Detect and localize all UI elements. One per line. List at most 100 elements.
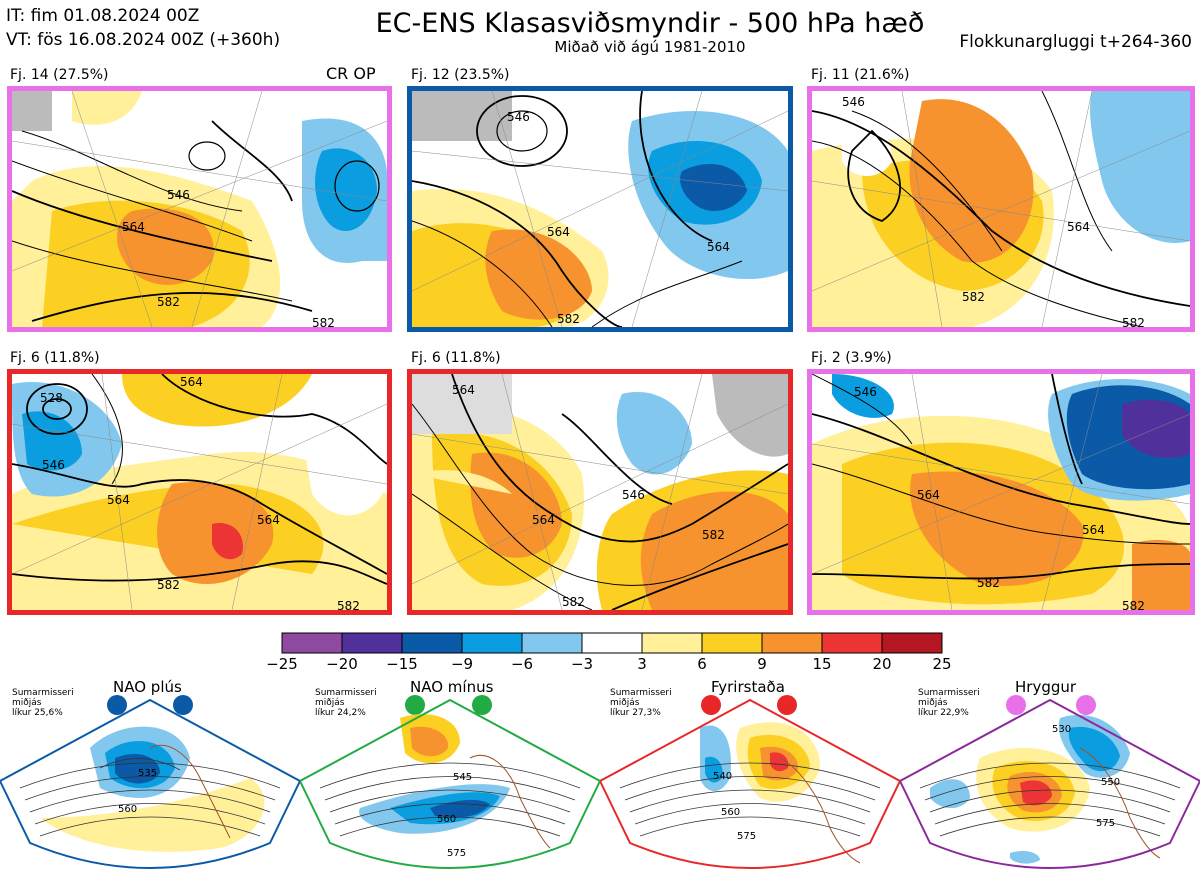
page-title: EC-ENS Klasasviðsmyndir - 500 hPa hæð bbox=[375, 8, 925, 39]
contour-label: 564 bbox=[122, 220, 145, 234]
colorbar-cell bbox=[581, 632, 643, 654]
contour-label: 535 bbox=[138, 768, 157, 779]
regime-name: Fyrirstaða bbox=[711, 678, 785, 696]
contour-label: 560 bbox=[437, 814, 456, 825]
classification-window: Flokkunargluggi t+264-360 bbox=[959, 32, 1192, 52]
regime-note: Sumarmisseri miðjás líkur 22,9% bbox=[918, 688, 980, 718]
contour-label: 582 bbox=[962, 290, 985, 304]
contour-label: 575 bbox=[447, 848, 466, 859]
page-subtitle: Miðað við ágú 1981-2010 bbox=[554, 38, 746, 56]
colorbar-cell bbox=[461, 632, 523, 654]
regime-marker bbox=[701, 695, 721, 715]
init-time: IT: fim 01.08.2024 00Z bbox=[6, 6, 200, 26]
contour-label: 545 bbox=[453, 772, 472, 783]
regime-marker bbox=[1006, 695, 1026, 715]
cluster-4-map: 528 546 564 564 564 582 582 bbox=[7, 369, 392, 615]
contour-label: 582 bbox=[977, 576, 1000, 590]
regime-note: Sumarmisseri miðjás líkur 24,2% bbox=[315, 688, 377, 718]
contour-label: 564 bbox=[1082, 523, 1105, 537]
colorbar-tick-label: −20 bbox=[326, 655, 358, 673]
colorbar-cell bbox=[521, 632, 583, 654]
contour-label: 582 bbox=[312, 316, 335, 327]
contour-label: 546 bbox=[842, 95, 865, 109]
regime-ridge: Sumarmisseri miðjás líkur 22,9% Hryggur 53… bbox=[900, 678, 1200, 871]
contour-label: 546 bbox=[167, 188, 190, 202]
colorbar-tick-label: 9 bbox=[757, 655, 767, 673]
regime-name: NAO mínus bbox=[410, 678, 494, 696]
regime-marker bbox=[472, 695, 492, 715]
contour-label: 582 bbox=[337, 599, 360, 610]
contour-label: 575 bbox=[1096, 818, 1115, 829]
colorbar-cell bbox=[281, 632, 343, 654]
colorbar-tick-label: −25 bbox=[266, 655, 298, 673]
contour-label: 575 bbox=[737, 831, 756, 842]
cluster-2-label: Fj. 12 (23.5%) bbox=[411, 67, 510, 83]
contour-label: 546 bbox=[507, 110, 530, 124]
regime-note: Sumarmisseri miðjás líkur 27,3% bbox=[610, 688, 672, 718]
contour-label: 564 bbox=[257, 513, 280, 527]
colorbar-tick-label: 20 bbox=[872, 655, 892, 673]
valid-time: VT: fös 16.08.2024 00Z (+360h) bbox=[6, 30, 281, 50]
regime-marker bbox=[777, 695, 797, 715]
contour-label: 582 bbox=[1122, 599, 1145, 610]
regime-marker bbox=[405, 695, 425, 715]
contour-label: 582 bbox=[157, 578, 180, 592]
colorbar-cell bbox=[821, 632, 883, 654]
colorbar-tick-label: 6 bbox=[697, 655, 707, 673]
contour-label: 564 bbox=[917, 488, 940, 502]
contour-label: 546 bbox=[854, 385, 877, 399]
regime-marker bbox=[1076, 695, 1096, 715]
contour-label: 560 bbox=[721, 807, 740, 818]
contour-label: 560 bbox=[118, 804, 137, 815]
cluster-1-label: Fj. 14 (27.5%) bbox=[10, 67, 109, 83]
colorbar-tick-label: 25 bbox=[932, 655, 952, 673]
colorbar-cell bbox=[341, 632, 403, 654]
cluster-5-map: 564 546 564 582 582 bbox=[407, 369, 793, 615]
contour-label: 564 bbox=[707, 240, 730, 254]
cluster-1-map: 546 564 582 582 bbox=[7, 86, 392, 332]
cluster-3-map: 546 564 582 582 bbox=[807, 86, 1195, 332]
colorbar-cell bbox=[881, 632, 943, 654]
cluster-1-extra: CR OP bbox=[326, 64, 376, 83]
regime-nao-plus: Sumarmisseri miðjás líkur 25,6% NAO plús 5… bbox=[0, 678, 300, 871]
cluster-6-map: 546 564 564 582 582 bbox=[807, 369, 1195, 615]
cluster-2-map: 546 564 564 582 bbox=[407, 86, 793, 332]
colorbar-cell bbox=[401, 632, 463, 654]
colorbar-cell bbox=[701, 632, 763, 654]
contour-label: 564 bbox=[547, 225, 570, 239]
contour-label: 564 bbox=[180, 375, 203, 389]
colorbar-tick-label: −9 bbox=[450, 655, 474, 673]
colorbar-tick-label: −6 bbox=[510, 655, 534, 673]
cluster-3-label: Fj. 11 (21.6%) bbox=[811, 67, 910, 83]
anomaly-colorbar bbox=[281, 632, 943, 654]
contour-label: 564 bbox=[532, 513, 555, 527]
contour-label: 564 bbox=[107, 493, 130, 507]
contour-label: 546 bbox=[622, 488, 645, 502]
contour-label: 582 bbox=[562, 595, 585, 609]
cluster-6-label: Fj. 2 (3.9%) bbox=[811, 350, 892, 366]
contour-label: 546 bbox=[42, 458, 65, 472]
cluster-4-label: Fj. 6 (11.8%) bbox=[10, 350, 100, 366]
regime-marker bbox=[173, 695, 193, 715]
cluster-5-label: Fj. 6 (11.8%) bbox=[411, 350, 501, 366]
colorbar-tick-label: −3 bbox=[570, 655, 594, 673]
colorbar-cell bbox=[761, 632, 823, 654]
contour-label: 582 bbox=[1122, 316, 1145, 327]
regime-marker bbox=[107, 695, 127, 715]
colorbar-cell bbox=[641, 632, 703, 654]
regime-name: Hryggur bbox=[1015, 678, 1077, 696]
contour-label: 582 bbox=[702, 528, 725, 542]
regime-note: Sumarmisseri miðjás líkur 25,6% bbox=[12, 688, 74, 718]
regime-blocking: Sumarmisseri miðjás líkur 27,3% Fyrirstaða… bbox=[600, 678, 900, 871]
contour-label: 550 bbox=[1101, 777, 1120, 788]
contour-label: 564 bbox=[1067, 220, 1090, 234]
contour-label: 582 bbox=[557, 312, 580, 326]
regime-nao-minus: Sumarmisseri miðjás líkur 24,2% NAO mínus … bbox=[300, 678, 600, 871]
contour-label: 530 bbox=[1052, 724, 1071, 735]
colorbar-tick-label: −15 bbox=[386, 655, 418, 673]
regime-name: NAO plús bbox=[113, 678, 182, 696]
colorbar-tick-label: 3 bbox=[637, 655, 647, 673]
contour-label: 564 bbox=[452, 383, 475, 397]
contour-label: 528 bbox=[40, 391, 63, 405]
colorbar-tick-label: 15 bbox=[812, 655, 832, 673]
